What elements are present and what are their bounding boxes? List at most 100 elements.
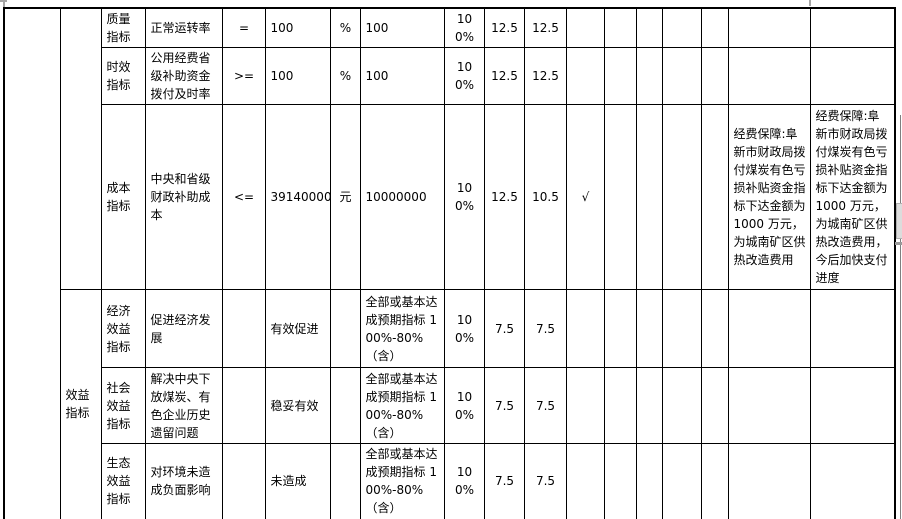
cell-operator: = <box>221 7 266 48</box>
cell-indicator-name: 促进经济发展 <box>144 289 223 368</box>
cell-empty <box>603 443 637 519</box>
cell-empty <box>603 7 637 48</box>
cell-operator: <= <box>221 104 266 290</box>
cell-note <box>727 7 811 48</box>
cell-target-value: 全部或基本达成预期指标 100%-80%（含） <box>359 443 445 519</box>
cell-empty <box>661 47 702 105</box>
cell-weight: 7.5 <box>483 289 525 368</box>
cell-score: 12.5 <box>523 7 567 48</box>
table-row: 成本指标 中央和省级财政补助成本 <= 39140000 元 10000000 … <box>4 104 896 290</box>
cell-indicator-value: 39140000 <box>264 104 331 290</box>
cell-empty <box>661 367 702 444</box>
scrollbar-thumb[interactable] <box>896 203 902 239</box>
cell-empty-category <box>3 7 61 519</box>
cell-empty <box>700 104 729 290</box>
cell-indicator-type: 社会效益指标 <box>100 367 146 444</box>
scrollbar-mark <box>895 242 902 245</box>
cell-empty <box>603 289 637 368</box>
cell-empty <box>661 443 702 519</box>
cell-unit: 元 <box>329 104 361 290</box>
table-row: 生态效益指标 对环境未造成负面影响 未造成 全部或基本达成预期指标 100%-8… <box>4 443 896 519</box>
cell-indicator-name: 解决中央下放煤炭、有色企业历史遗留问题 <box>144 367 223 444</box>
cell-checkmark <box>565 47 605 105</box>
cell-indicator-name: 正常运转率 <box>144 7 223 48</box>
cell-empty <box>635 289 663 368</box>
cell-checkmark <box>565 7 605 48</box>
cell-indicator-name: 对环境未造成负面影响 <box>144 443 223 519</box>
cell-indicator-name: 公用经费省级补助资金拨付及时率 <box>144 47 223 105</box>
cell-operator <box>221 443 266 519</box>
cell-indicator-type: 经济效益指标 <box>100 289 146 368</box>
cell-empty <box>603 104 637 290</box>
cell-indicator-type: 时效指标 <box>100 47 146 105</box>
performance-indicator-table: 质量指标 正常运转率 = 100 % 100 100% 12.5 12.5 时效… <box>3 7 896 519</box>
cell-empty <box>700 289 729 368</box>
cell-score: 10.5 <box>523 104 567 290</box>
cell-completion-rate: 100% <box>443 289 485 368</box>
cell-empty <box>635 443 663 519</box>
cell-empty-group <box>59 7 102 290</box>
cell-score: 7.5 <box>523 443 567 519</box>
cell-note <box>727 443 811 519</box>
cell-empty <box>635 7 663 48</box>
cell-empty <box>635 367 663 444</box>
cell-indicator-value: 未造成 <box>264 443 331 519</box>
cell-completion-rate: 100% <box>443 367 485 444</box>
cell-weight: 12.5 <box>483 7 525 48</box>
table-row: 社会效益指标 解决中央下放煤炭、有色企业历史遗留问题 稳妥有效 全部或基本达成预… <box>4 367 896 444</box>
corner-crop-mark <box>3 0 5 7</box>
cell-note <box>727 367 811 444</box>
cell-unit: % <box>329 7 361 48</box>
cell-empty <box>635 104 663 290</box>
cell-completion-rate: 100% <box>443 104 485 290</box>
cell-operator <box>221 289 266 368</box>
cell-empty <box>700 47 729 105</box>
cell-empty <box>700 443 729 519</box>
cell-empty <box>700 367 729 444</box>
cell-weight: 12.5 <box>483 47 525 105</box>
cell-completion-rate: 100% <box>443 7 485 48</box>
cell-indicator-value: 100 <box>264 47 331 105</box>
cell-empty <box>603 47 637 105</box>
cell-unit <box>329 443 361 519</box>
table-row: 效益指标 经济效益指标 促进经济发展 有效促进 全部或基本达成预期指标 100%… <box>4 289 896 519</box>
cell-checkmark <box>565 289 605 368</box>
scrollbar-track[interactable] <box>900 115 901 519</box>
cell-weight: 7.5 <box>483 443 525 519</box>
cell-target-value: 全部或基本达成预期指标 100%-80%（含） <box>359 289 445 368</box>
cell-empty <box>700 7 729 48</box>
cell-indicator-value: 有效促进 <box>264 289 331 368</box>
cell-indicator-name: 中央和省级财政补助成本 <box>144 104 223 290</box>
cell-operator: >= <box>221 47 266 105</box>
cell-completion-rate: 100% <box>443 443 485 519</box>
cell-weight: 12.5 <box>483 104 525 290</box>
cell-checkmark <box>565 367 605 444</box>
cell-target-value: 全部或基本达成预期指标 100%-80%（含） <box>359 367 445 444</box>
cell-unit <box>329 289 361 368</box>
cell-score: 7.5 <box>523 367 567 444</box>
cell-weight: 7.5 <box>483 367 525 444</box>
cell-empty <box>661 7 702 48</box>
cell-score: 12.5 <box>523 47 567 105</box>
cell-note <box>809 47 896 105</box>
cell-target-value: 100 <box>359 7 445 48</box>
table-row: 时效指标 公用经费省级补助资金拨付及时率 >= 100 % 100 100% 1… <box>4 47 896 105</box>
cell-completion-rate: 100% <box>443 47 485 105</box>
cell-note <box>809 289 896 368</box>
cell-indicator-type: 生态效益指标 <box>100 443 146 519</box>
cell-target-value: 100 <box>359 47 445 105</box>
cell-indicator-value: 稳妥有效 <box>264 367 331 444</box>
cell-note <box>809 7 896 48</box>
cell-checkmark <box>565 443 605 519</box>
cell-unit: % <box>329 47 361 105</box>
cell-indicator-type: 成本指标 <box>100 104 146 290</box>
cell-empty <box>661 289 702 368</box>
cell-note <box>809 367 896 444</box>
cell-operator <box>221 367 266 444</box>
cell-note: 经费保障:阜新市财政局拨付煤炭有色亏损补贴资金指标下达金额为1000 万元，为城… <box>727 104 811 290</box>
cell-empty <box>603 367 637 444</box>
cell-checkmark: √ <box>565 104 605 290</box>
cell-empty <box>635 47 663 105</box>
cell-group-label: 效益指标 <box>59 289 102 519</box>
